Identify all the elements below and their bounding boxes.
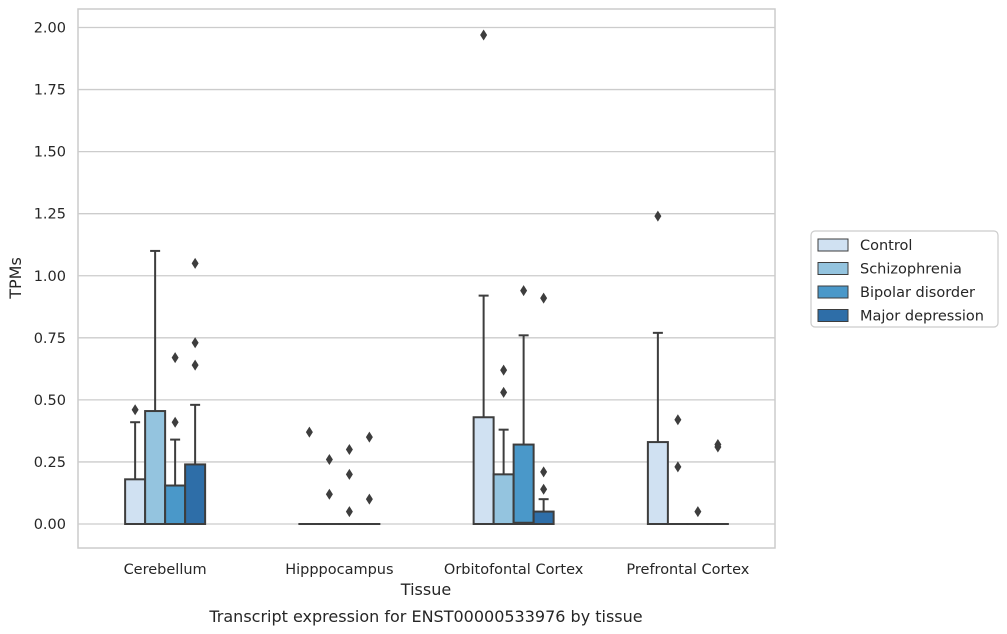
- outlier-point: [674, 461, 682, 473]
- legend-swatch: [817, 309, 849, 322]
- y-tick-label: 1.00: [34, 269, 66, 285]
- outlier-point: [305, 426, 313, 438]
- y-tick-labels: 0.00 0.25 0.50 0.75 1.00 1.25 1.50 1.75 2.00: [34, 21, 66, 534]
- outlier-point: [654, 210, 662, 222]
- outlier-point: [500, 386, 508, 398]
- legend-label: Bipolar disorder: [860, 285, 975, 301]
- legend-swatch: [817, 238, 849, 252]
- series-group: [124, 29, 669, 526]
- outlier-point: [171, 352, 179, 364]
- x-tick-label: Hipppocampus: [285, 562, 393, 578]
- y-tick-label: 1.75: [34, 83, 66, 99]
- outlier-point: [480, 29, 488, 41]
- legend-swatch: [817, 285, 849, 299]
- legend-frame: [810, 230, 999, 328]
- outlier-point: [365, 431, 373, 443]
- outlier-point: [131, 404, 139, 416]
- box: [532, 510, 555, 525]
- x-tick-label: Cerebellum: [124, 562, 207, 578]
- series-group: [164, 285, 709, 526]
- outlier-point: [674, 414, 682, 426]
- box: [472, 416, 495, 525]
- box: [646, 441, 669, 526]
- chart-caption: Transcript expression for ENST0000053397…: [208, 607, 642, 626]
- outlier-point: [540, 483, 548, 495]
- outlier-point: [714, 441, 722, 453]
- outlier-point: [520, 285, 528, 297]
- series-group: [144, 249, 689, 526]
- y-tick-label: 1.25: [34, 207, 66, 223]
- outlier-point: [171, 416, 179, 428]
- y-tick-label: 0.75: [34, 331, 66, 347]
- outlier-point: [325, 488, 333, 500]
- outlier-point: [345, 468, 353, 480]
- y-tick-label: 0.25: [34, 455, 66, 471]
- outlier-point: [345, 506, 353, 518]
- x-tick-label: Orbitofontal Cortex: [444, 562, 584, 578]
- outlier-point: [540, 466, 548, 478]
- legend: Control Schizophrenia Bipolar disorder Majo…: [810, 230, 999, 328]
- y-tick-label: 1.50: [34, 145, 66, 161]
- y-tick-label: 0.50: [34, 393, 66, 409]
- box: [512, 443, 535, 525]
- legend-swatch: [817, 262, 849, 275]
- x-tick-labels: Cerebellum Hipppocampus Orbitofontal Corte…: [124, 562, 750, 578]
- plot-frame: [77, 8, 776, 549]
- box: [492, 473, 515, 526]
- series-group: [184, 257, 729, 526]
- outlier-point: [365, 493, 373, 505]
- outlier-point: [694, 506, 702, 518]
- y-tick-label: 2.00: [34, 21, 66, 37]
- x-tick-label: Prefrontal Cortex: [626, 562, 749, 578]
- grid-lines: [78, 26, 775, 525]
- box: [144, 410, 167, 526]
- y-axis-label: TPMs: [6, 257, 25, 300]
- plot-series: [124, 29, 729, 526]
- box: [124, 478, 147, 526]
- outlier-point: [325, 453, 333, 465]
- outlier-point: [345, 444, 353, 456]
- outlier-point: [191, 337, 199, 349]
- legend-label: Control: [860, 238, 912, 254]
- outlier-point: [500, 364, 508, 376]
- legend-label: Schizophrenia: [860, 262, 962, 278]
- box: [184, 463, 207, 526]
- outlier-point: [191, 359, 199, 371]
- outlier-point: [191, 257, 199, 269]
- legend-label: Major depression: [860, 309, 984, 325]
- box: [164, 484, 187, 525]
- x-axis-label: Tissue: [400, 580, 451, 599]
- y-tick-label: 0.00: [34, 517, 66, 533]
- outlier-point: [540, 292, 548, 304]
